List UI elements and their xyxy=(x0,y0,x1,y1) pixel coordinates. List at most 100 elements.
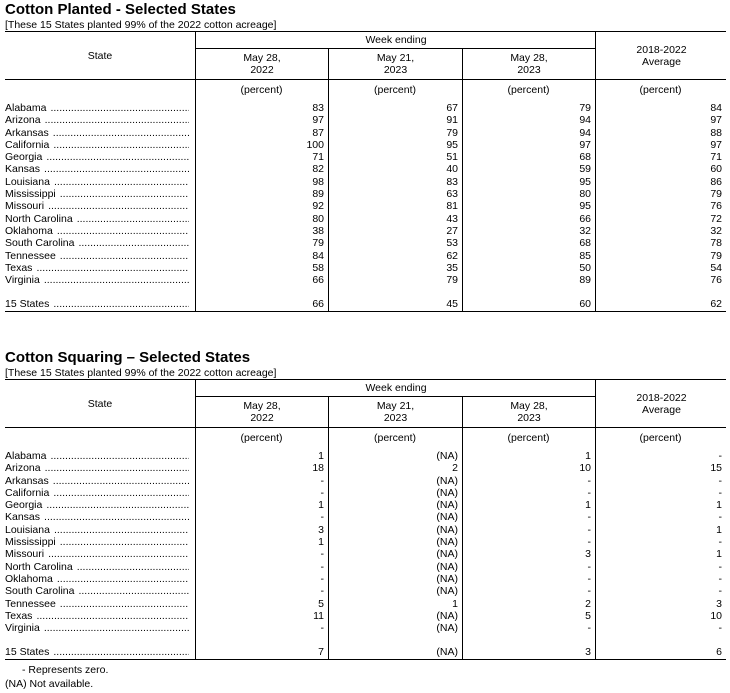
value-cell: 2 xyxy=(452,462,458,475)
table-row: Tennessee ..............................… xyxy=(5,598,726,610)
value-cell: - xyxy=(587,511,592,524)
column-divider xyxy=(462,80,463,311)
column-header: May 28, 2022 xyxy=(195,397,328,427)
value-cell: (NA) xyxy=(436,560,458,573)
value-cell: (NA) xyxy=(436,548,458,561)
state-name: California xyxy=(5,486,50,499)
table-row: California .............................… xyxy=(5,139,726,151)
value-cell: 32 xyxy=(710,224,722,237)
value-cell: 95 xyxy=(579,200,591,213)
value-cell: 5 xyxy=(585,609,591,622)
dot-leader: ........................................… xyxy=(76,560,189,573)
table-row: Missouri ...............................… xyxy=(5,200,726,212)
table-row: Georgia ................................… xyxy=(5,151,726,163)
value-cell: 67 xyxy=(446,102,458,114)
table-row: Virginia ...............................… xyxy=(5,274,726,286)
row-spacer xyxy=(5,634,726,646)
table-row: Arkansas ...............................… xyxy=(5,475,726,487)
state-name: Kansas xyxy=(5,511,41,524)
value-cell: 6 xyxy=(716,646,722,659)
cotton-planted-table: State Week ending May 28, 2022 May 21, 2023 Ma… xyxy=(5,31,726,312)
value-cell: 97 xyxy=(710,114,722,127)
dot-leader: ........................................… xyxy=(59,536,189,549)
cotton-squaring-section: Cotton Squaring – Selected States [These… xyxy=(5,349,726,660)
value-cell: - xyxy=(320,511,325,524)
column-header-line: 2023 xyxy=(383,64,408,76)
state-name: Mississippi xyxy=(5,536,56,549)
state-cell: Arkansas ...............................… xyxy=(5,127,189,139)
state-name: Texas xyxy=(5,261,33,274)
table-row: Louisiana ..............................… xyxy=(5,524,726,536)
average-column-header: 2018-2022 Average xyxy=(595,380,727,427)
week-ending-header: Week ending xyxy=(195,32,596,49)
value-cell: 68 xyxy=(579,237,591,250)
column-header-line: 2022 xyxy=(250,412,274,424)
value-cell: 10 xyxy=(579,462,591,475)
value-cell: 79 xyxy=(312,237,324,250)
state-cell: Tennessee ..............................… xyxy=(5,598,189,610)
value-cell: (NA) xyxy=(436,450,458,462)
value-cell: 7 xyxy=(318,646,324,659)
state-name: Tennessee xyxy=(5,249,56,262)
column-header-line: 2023 xyxy=(517,64,541,76)
value-cell: 79 xyxy=(446,126,458,139)
dot-leader: ........................................… xyxy=(53,175,189,188)
column-header: May 28, 2022 xyxy=(195,49,328,79)
value-cell: 88 xyxy=(710,126,722,139)
unit-label: (percent) xyxy=(639,84,682,96)
value-cell: 32 xyxy=(579,224,591,237)
value-cell: - xyxy=(718,622,723,635)
value-cell: 83 xyxy=(446,175,458,188)
value-cell: 43 xyxy=(446,212,458,225)
table-row: Louisiana ..............................… xyxy=(5,176,726,188)
dot-leader: ........................................… xyxy=(53,646,189,659)
table-header: State Week ending May 28, 2022 May 21, 2023 Ma… xyxy=(5,32,726,80)
value-cell: 95 xyxy=(446,138,458,151)
total-row: 15 States ..............................… xyxy=(5,298,726,310)
value-cell: - xyxy=(718,572,723,585)
table-title: Cotton Planted - Selected States xyxy=(5,1,236,18)
state-cell: Texas ..................................… xyxy=(5,610,189,622)
dot-leader: ........................................… xyxy=(44,163,189,176)
value-cell: 95 xyxy=(579,175,591,188)
table-row: Mississippi ............................… xyxy=(5,536,726,548)
value-cell: 54 xyxy=(710,261,722,274)
column-header-line: Average xyxy=(642,403,681,416)
unit-row: (percent) (percent) (percent) (percent) xyxy=(5,428,726,450)
dot-leader: ........................................… xyxy=(53,298,189,311)
value-cell: 59 xyxy=(579,163,591,176)
dot-leader: ........................................… xyxy=(44,462,189,475)
state-cell: Arizona ................................… xyxy=(5,114,189,126)
value-cell: - xyxy=(718,486,723,499)
value-cell: - xyxy=(718,536,723,549)
table-subtitle: [These 15 States planted 99% of the 2022… xyxy=(5,19,277,31)
column-divider xyxy=(595,428,596,659)
state-name: Arkansas xyxy=(5,474,49,487)
value-cell: 1 xyxy=(585,450,591,462)
column-header: May 21, 2023 xyxy=(328,49,462,79)
value-cell: - xyxy=(320,585,325,598)
dot-leader: ........................................… xyxy=(52,474,189,487)
average-header-text: 2018-2022 Average xyxy=(636,392,686,416)
state-cell: Kansas .................................… xyxy=(5,511,189,523)
value-cell: 85 xyxy=(579,249,591,262)
state-name: Arkansas xyxy=(5,126,49,139)
column-header: May 21, 2023 xyxy=(328,397,462,427)
value-cell: 80 xyxy=(579,188,591,201)
value-cell: 3 xyxy=(318,523,324,536)
value-cell: (NA) xyxy=(436,622,458,635)
value-cell: 66 xyxy=(312,274,324,287)
table-row: Georgia ................................… xyxy=(5,499,726,511)
value-cell: 15 xyxy=(710,462,722,475)
state-name: Kansas xyxy=(5,163,41,176)
state-cell: Louisiana ..............................… xyxy=(5,524,189,536)
value-cell: (NA) xyxy=(436,536,458,549)
table-subtitle: [These 15 States planted 99% of the 2022… xyxy=(5,367,277,379)
column-header-line: 2023 xyxy=(517,412,541,424)
unit-label: (percent) xyxy=(240,84,283,96)
state-cell: Georgia ................................… xyxy=(5,499,189,511)
column-header-line: May 28, xyxy=(243,400,281,412)
state-name: Missouri xyxy=(5,200,45,213)
value-cell: 3 xyxy=(585,548,591,561)
average-column-header: 2018-2022 Average xyxy=(595,32,727,79)
